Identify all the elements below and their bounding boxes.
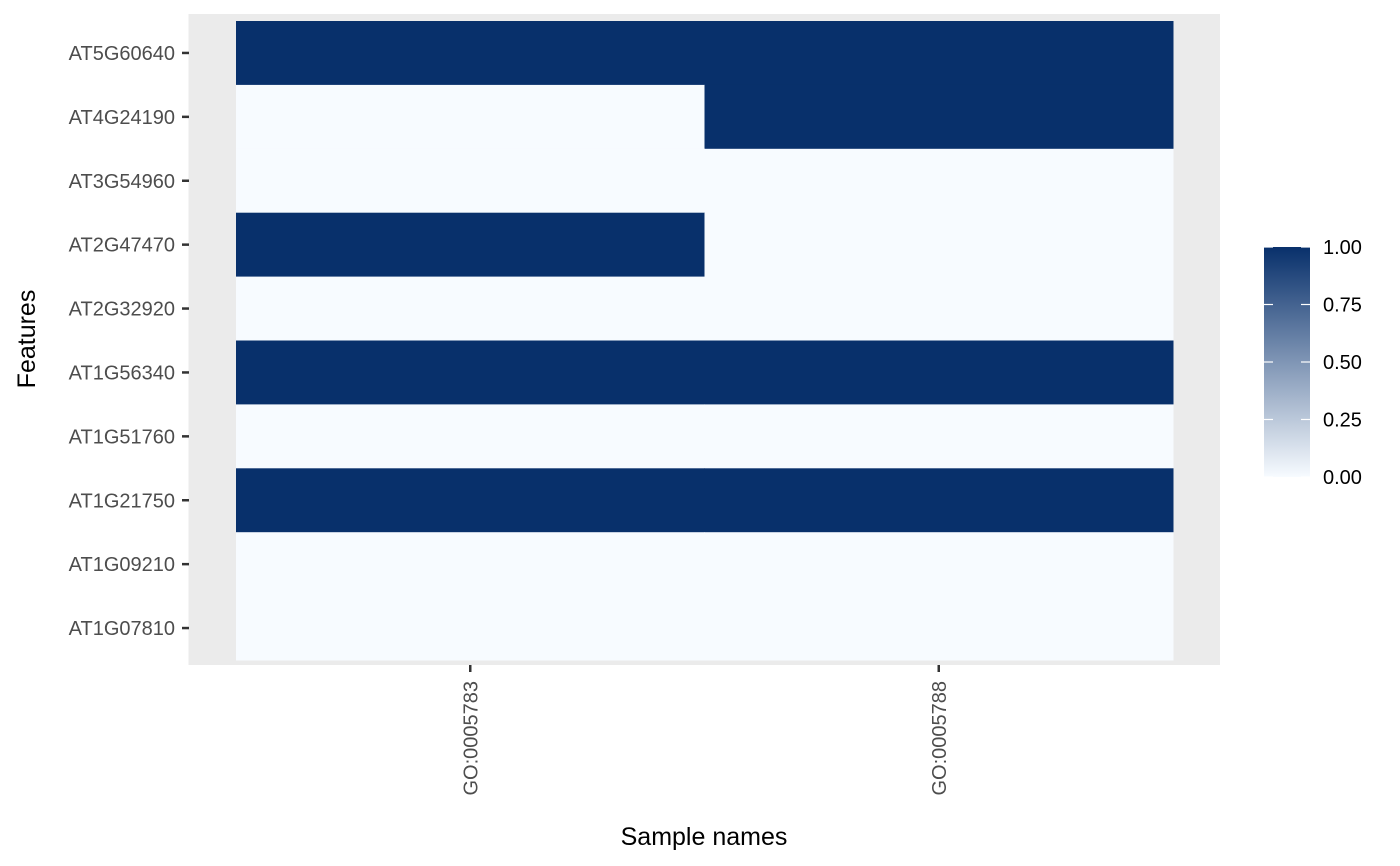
- legend-label: 0.50: [1323, 352, 1362, 374]
- y-tick-label: AT2G47470: [69, 235, 175, 257]
- heatmap-cell: [704, 532, 1174, 597]
- heatmap-cell: [704, 404, 1174, 469]
- y-tick-label: AT1G51760: [69, 426, 175, 448]
- heatmap-cell: [236, 84, 705, 150]
- heatmap-cell: [704, 21, 1174, 86]
- heatmap-cell: [704, 340, 1174, 405]
- legend-label: 0.75: [1323, 295, 1362, 317]
- heatmap-cell: [704, 596, 1174, 661]
- heatmap-cell: [236, 212, 705, 278]
- heatmap-cell: [236, 532, 705, 597]
- y-axis-title: Features: [13, 290, 41, 389]
- x-tick-label: GO:0005783: [460, 681, 482, 796]
- heatmap-cell: [236, 276, 705, 341]
- y-tick-label: AT1G21750: [69, 490, 175, 512]
- heatmap-cell: [704, 468, 1174, 533]
- heatmap-cell: [704, 148, 1174, 214]
- y-axis: AT5G60640 AT4G24190 AT3G54960 AT2G47470 AT2G…: [69, 14, 190, 665]
- heatmap-cell: [236, 148, 705, 214]
- heatmap-cell: [236, 596, 705, 661]
- heatmap-cells: [236, 21, 1174, 661]
- y-tick-label: AT3G54960: [69, 171, 175, 193]
- y-tick-label: AT4G24190: [69, 107, 175, 129]
- y-tick-label: AT1G09210: [69, 554, 175, 576]
- y-tick-label: AT1G07810: [69, 618, 175, 640]
- heatmap-cell: [704, 212, 1174, 278]
- legend-label: 0.00: [1323, 467, 1362, 489]
- legend-label: 0.25: [1323, 410, 1362, 432]
- heatmap-cell: [704, 84, 1174, 150]
- heatmap-cell: [236, 404, 705, 469]
- color-legend: 1.00 0.75 0.50 0.25 0.00: [1264, 237, 1362, 489]
- y-tick-label: AT5G60640: [69, 43, 175, 65]
- y-tick-label: AT2G32920: [69, 299, 175, 321]
- heatmap-cell: [236, 340, 705, 405]
- x-tick-label: GO:0005788: [929, 681, 951, 796]
- heatmap-cell: [236, 468, 705, 533]
- heatmap-cell: [236, 21, 705, 86]
- legend-label: 1.00: [1323, 237, 1362, 259]
- x-axis: GO:0005783 GO:0005788: [460, 665, 951, 796]
- heatmap-cell: [704, 276, 1174, 341]
- y-tick-label: AT1G56340: [69, 362, 175, 384]
- x-axis-title: Sample names: [621, 823, 788, 851]
